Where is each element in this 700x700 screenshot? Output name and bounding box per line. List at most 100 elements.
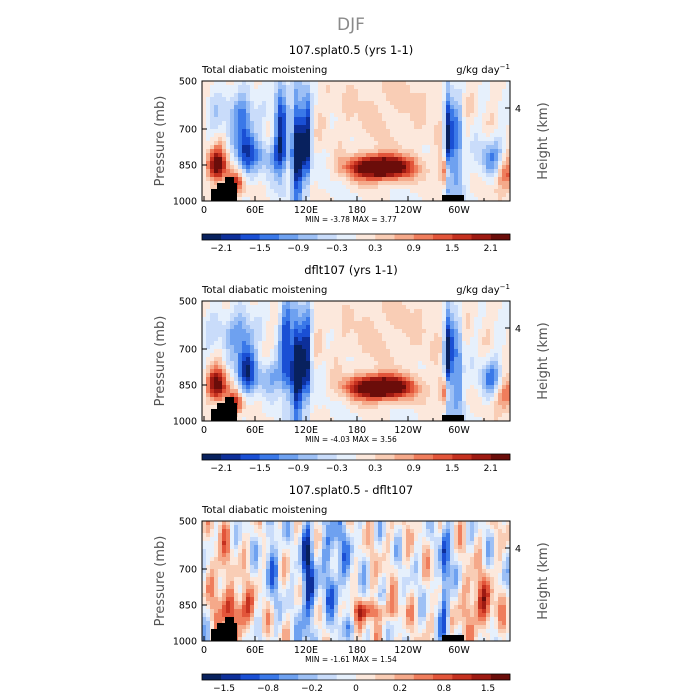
field-cell <box>470 129 475 134</box>
field-cell <box>426 341 431 346</box>
field-cell <box>454 185 459 190</box>
field-cell <box>262 105 267 110</box>
field-cell <box>482 329 487 334</box>
field-cell <box>394 389 399 394</box>
field-cell <box>358 373 363 378</box>
colorbar-label: −2.1 <box>210 244 232 254</box>
field-cell <box>398 141 403 146</box>
field-cell <box>318 197 323 202</box>
field-cell <box>394 193 399 198</box>
field-cell <box>238 529 243 534</box>
field-cell <box>234 369 239 374</box>
field-cell <box>258 389 263 394</box>
field-cell <box>390 357 395 362</box>
field-cell <box>278 337 283 342</box>
field-cell <box>402 173 407 178</box>
field-cell <box>374 521 379 526</box>
field-cell <box>246 409 251 414</box>
field-cell <box>370 133 375 138</box>
field-cell <box>438 137 443 142</box>
field-cell <box>382 389 387 394</box>
field-cell <box>278 365 283 370</box>
field-cell <box>326 177 331 182</box>
field-cell <box>250 181 255 186</box>
field-cell <box>482 381 487 386</box>
field-cell <box>234 305 239 310</box>
field-cell <box>434 529 439 534</box>
field-cell <box>334 181 339 186</box>
field-cell <box>282 325 287 330</box>
field-cell <box>290 329 295 334</box>
field-cell <box>242 401 247 406</box>
field-cell <box>478 357 483 362</box>
field-cell <box>294 89 299 94</box>
field-cell <box>334 301 339 306</box>
field-cell <box>434 113 439 118</box>
field-cell <box>374 137 379 142</box>
field-cell <box>402 309 407 314</box>
field-cell <box>438 325 443 330</box>
field-cell <box>422 405 427 410</box>
field-cell <box>210 305 215 310</box>
field-cell <box>450 353 455 358</box>
field-cell <box>346 157 351 162</box>
field-cell <box>402 365 407 370</box>
field-cell <box>270 189 275 194</box>
field-cell <box>330 357 335 362</box>
field-cell <box>426 525 431 530</box>
field-cell <box>330 313 335 318</box>
field-cell <box>238 525 243 530</box>
field-cell <box>470 173 475 178</box>
field-cell <box>350 173 355 178</box>
field-cell <box>286 385 291 390</box>
field-cell <box>418 365 423 370</box>
field-cell <box>382 185 387 190</box>
field-cell <box>354 129 359 134</box>
field-cell <box>414 97 419 102</box>
field-cell <box>226 137 231 142</box>
field-cell <box>298 169 303 174</box>
field-cell <box>274 377 279 382</box>
field-cell <box>362 133 367 138</box>
field-cell <box>238 393 243 398</box>
field-cell <box>346 149 351 154</box>
field-cell <box>270 333 275 338</box>
field-cell <box>270 113 275 118</box>
field-cell <box>330 97 335 102</box>
field-cell <box>370 341 375 346</box>
field-cell <box>206 353 211 358</box>
field-cell <box>242 393 247 398</box>
field-cell <box>494 301 499 306</box>
field-cell <box>354 409 359 414</box>
field-cell <box>446 349 451 354</box>
field-cell <box>310 149 315 154</box>
field-cell <box>274 125 279 130</box>
field-cell <box>242 141 247 146</box>
field-cell <box>482 153 487 158</box>
field-cell <box>258 165 263 170</box>
field-cell <box>506 365 511 370</box>
field-cell <box>298 121 303 126</box>
field-cell <box>246 393 251 398</box>
field-cell <box>306 161 311 166</box>
field-cell <box>302 85 307 90</box>
field-cell <box>426 97 431 102</box>
field-cell <box>282 173 287 178</box>
field-cell <box>486 337 491 342</box>
field-cell <box>486 521 491 526</box>
field-cell <box>378 317 383 322</box>
field-cell <box>218 349 223 354</box>
field-cell <box>338 301 343 306</box>
field-cell <box>414 325 419 330</box>
field-cell <box>274 405 279 410</box>
field-cell <box>342 337 347 342</box>
field-cell <box>390 353 395 358</box>
field-cell <box>370 337 375 342</box>
field-cell <box>386 353 391 358</box>
field-cell <box>338 93 343 98</box>
field-cell <box>370 157 375 162</box>
field-cell <box>446 405 451 410</box>
field-cell <box>350 401 355 406</box>
field-cell <box>442 81 447 86</box>
field-cell <box>242 357 247 362</box>
